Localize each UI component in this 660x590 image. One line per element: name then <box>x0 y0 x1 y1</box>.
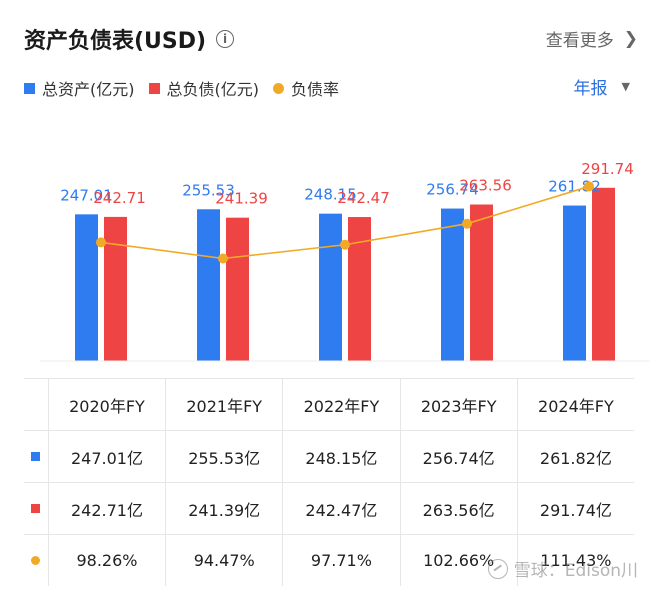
table-header-cell: 2024年FY <box>516 379 634 430</box>
liabilities-value-label: 241.39 <box>215 190 268 208</box>
view-more-link[interactable]: 查看更多 ❯ <box>545 26 638 52</box>
legend-label-liabilities: 总负债(亿元) <box>166 80 260 99</box>
table-cell: 248.15亿 <box>282 431 399 482</box>
ratio-point <box>584 181 594 192</box>
watermark: 雪球：Edison川 <box>487 556 638 581</box>
assets-bar <box>319 213 342 361</box>
assets-bar <box>563 205 586 361</box>
table-cell: 242.47亿 <box>282 483 399 534</box>
liabilities-marker <box>31 504 41 513</box>
row-marker-cell <box>24 535 48 586</box>
table-corner-cell <box>24 379 48 430</box>
ratio-marker <box>31 556 41 565</box>
data-table: 2020年FY 2021年FY 2022年FY 2023年FY 2024年FY … <box>24 378 634 586</box>
table-row-liabilities: 242.71亿 241.39亿 242.47亿 263.56亿 291.74亿 <box>24 483 634 535</box>
ratio-point <box>340 239 350 250</box>
period-label: 年报 <box>573 79 608 99</box>
snowball-logo-icon <box>487 558 508 579</box>
table-cell: 247.01亿 <box>47 431 165 482</box>
table-cell: 94.47% <box>165 535 282 586</box>
info-icon[interactable]: i <box>216 30 235 48</box>
liabilities-value-label: 242.47 <box>337 189 390 207</box>
liabilities-bar <box>470 204 493 361</box>
assets-value-label: 255.53 <box>182 181 235 199</box>
table-cell: 242.71亿 <box>47 483 165 534</box>
table-cell: 102.66% <box>399 535 517 586</box>
caret-down-icon: ▼ <box>621 80 630 93</box>
card-header: 资产负债表(USD) i <box>24 22 235 56</box>
table-row-ratio: 98.26% 94.47% 97.71% 102.66% 111.43% <box>24 535 634 586</box>
legend-item-liabilities[interactable]: 总负债(亿元) <box>148 76 260 100</box>
watermark-text: 雪球：Edison川 <box>513 561 638 581</box>
assets-bar <box>75 214 98 361</box>
assets-value-label: 247.01 <box>60 186 113 204</box>
table-cell: 241.39亿 <box>165 483 282 534</box>
legend-label-ratio: 负债率 <box>291 80 340 99</box>
table-header-cell: 2020年FY <box>47 379 165 430</box>
table-header-cell: 2022年FY <box>282 379 399 430</box>
assets-marker <box>31 452 41 461</box>
liabilities-bar <box>348 217 371 361</box>
table-header-cell: 2021年FY <box>165 379 282 430</box>
assets-value-label: 256.74 <box>426 181 479 199</box>
table-cell: 291.74亿 <box>516 483 634 534</box>
legend-item-ratio[interactable]: 负债率 <box>273 76 339 100</box>
table-cell: 255.53亿 <box>165 431 282 482</box>
legend-swatch-ratio <box>273 82 284 94</box>
row-marker-cell <box>24 483 48 534</box>
table-row-assets: 247.01亿 255.53亿 248.15亿 256.74亿 261.82亿 <box>24 431 634 483</box>
table-cell: 97.71% <box>282 535 399 586</box>
assets-value-label: 248.15 <box>304 186 357 204</box>
table-header-cell: 2023年FY <box>399 379 517 430</box>
liabilities-value-label: 263.56 <box>459 177 512 195</box>
liabilities-bar <box>226 217 249 361</box>
liabilities-bar <box>592 187 615 361</box>
liabilities-value-label: 291.74 <box>581 160 634 178</box>
table-cell: 98.26% <box>47 535 165 586</box>
table-cell: 263.56亿 <box>399 483 517 534</box>
legend-swatch-liabilities <box>148 82 160 94</box>
table-header-row: 2020年FY 2021年FY 2022年FY 2023年FY 2024年FY <box>24 379 634 431</box>
ratio-point <box>96 237 106 248</box>
ratio-point <box>462 218 472 229</box>
table-cell: 261.82亿 <box>516 431 634 482</box>
legend-label-assets: 总资产(亿元) <box>42 80 135 99</box>
card-title: 资产负债表(USD) <box>24 29 207 54</box>
liabilities-value-label: 242.71 <box>93 189 146 207</box>
ratio-point <box>218 253 228 264</box>
legend-item-assets[interactable]: 总资产(亿元) <box>24 76 135 100</box>
row-marker-cell <box>24 431 48 482</box>
chevron-right-icon: ❯ <box>623 28 638 49</box>
liabilities-bar <box>104 216 127 361</box>
legend-swatch-assets <box>24 82 35 94</box>
period-selector[interactable]: 年报 ▼ <box>574 74 630 99</box>
chart-legend: 总资产(亿元) 总负债(亿元) 负债率 <box>24 76 353 100</box>
view-more-label: 查看更多 <box>545 31 614 51</box>
table-cell: 111.43% <box>516 535 634 586</box>
assets-bar <box>197 209 220 361</box>
table-cell: 256.74亿 <box>399 431 517 482</box>
assets-bar <box>441 208 464 361</box>
